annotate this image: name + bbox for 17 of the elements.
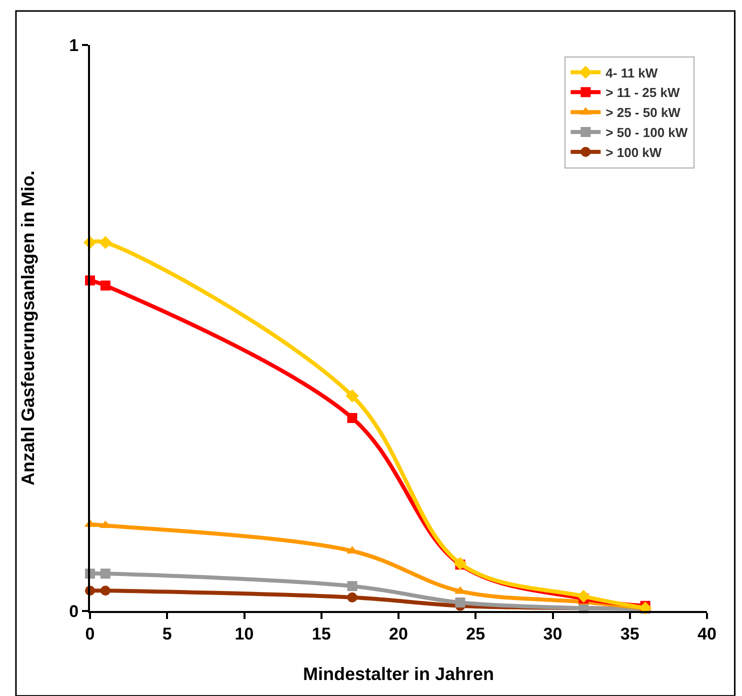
x-tick-label: 35 xyxy=(620,624,640,644)
legend-label: > 11 - 25 kW xyxy=(606,85,680,100)
x-axis-title: Mindestalter in Jahren xyxy=(302,664,494,684)
x-tick-label: 10 xyxy=(234,624,254,644)
y-tick-label: 1 xyxy=(69,36,79,55)
x-tick-label: 20 xyxy=(389,624,408,644)
x-tick-label: 15 xyxy=(312,624,331,644)
x-tick-label: 0 xyxy=(85,624,95,644)
x-tick-label: 25 xyxy=(466,624,486,644)
legend-label: 4- 11 kW xyxy=(606,65,658,80)
legend-label: > 50 - 100 kW xyxy=(606,125,688,140)
legend-label: > 25 - 50 kW xyxy=(606,105,682,120)
x-tick-label: 5 xyxy=(162,624,172,644)
y-axis-title: Anzahl Gasfeuerungsanlagen in Mio. xyxy=(18,170,38,486)
x-tick-label: 30 xyxy=(543,624,562,644)
legend-label: > 100 kW xyxy=(606,144,662,160)
x-tick-label: 40 xyxy=(698,624,716,644)
